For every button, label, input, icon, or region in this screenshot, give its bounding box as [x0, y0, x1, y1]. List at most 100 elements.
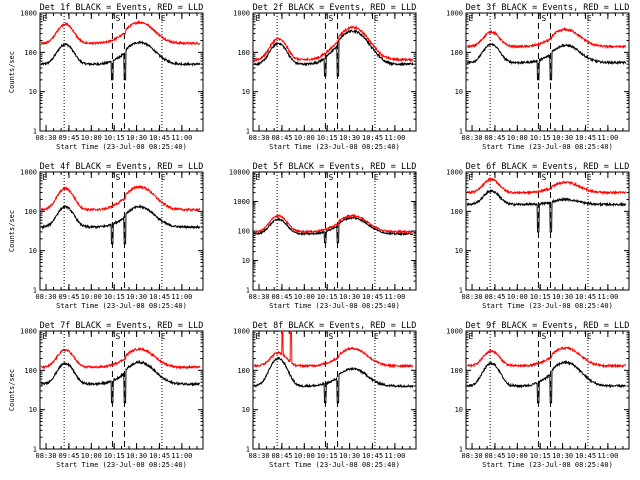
- x-tick-label: 11:00: [597, 452, 618, 460]
- x-tick-label: 10:30: [339, 293, 360, 301]
- events-series-line: [40, 359, 201, 404]
- x-tick-label: 08:30: [461, 134, 482, 142]
- x-tick-label: 11:00: [597, 134, 618, 142]
- orbit-marker-label: S: [541, 173, 546, 182]
- orbit-marker-label: S: [115, 14, 120, 23]
- x-tick-label: 10:45: [149, 134, 170, 142]
- y-tick-label: 1000: [446, 169, 463, 177]
- y-tick-label: 1000: [233, 198, 250, 206]
- chart-title: Det 7f BLACK = Events, RED = LLD: [40, 321, 204, 331]
- x-tick-label: 10:15: [104, 293, 125, 301]
- plot-frame: [39, 330, 204, 450]
- x-tick-label: 10:30: [339, 452, 360, 460]
- y-tick-label: 1000: [20, 10, 37, 18]
- x-tick-label: 10:00: [507, 293, 528, 301]
- y-tick-label: 1000: [446, 10, 463, 18]
- x-tick-label: 10:45: [575, 452, 596, 460]
- y-tick-label: 1: [459, 128, 463, 136]
- plot-frame: [252, 12, 417, 132]
- y-tick-label: 1: [33, 287, 37, 295]
- lld-series-line: [253, 213, 413, 234]
- x-tick-label: 08:30: [248, 452, 269, 460]
- y-tick-label: 10: [455, 247, 463, 255]
- x-tick-label: 08:30: [35, 452, 56, 460]
- lld-series-line: [40, 184, 201, 213]
- events-series-line: [253, 215, 414, 244]
- x-axis-label: Start Time (23-Jul-08 08:25:40): [269, 302, 400, 310]
- events-series-line: [40, 204, 201, 245]
- x-tick-label: 10:15: [530, 134, 551, 142]
- x-tick-label: 10:15: [317, 452, 338, 460]
- events-series-line: [253, 356, 414, 404]
- chart-title: Det 9f BLACK = Events, RED = LLD: [466, 321, 630, 331]
- orbit-marker-label: E: [468, 332, 473, 341]
- x-tick-label: 11:00: [597, 293, 618, 301]
- orbit-marker-label: E: [587, 173, 592, 182]
- x-tick-label: 08:45: [484, 452, 505, 460]
- lld-series-line: [253, 330, 414, 369]
- y-tick-label: 100: [24, 367, 37, 375]
- x-axis-label: Start Time (23-Jul-08 08:25:40): [269, 143, 400, 151]
- orbit-marker-label: E: [42, 173, 47, 182]
- orbit-marker-label: S: [328, 14, 333, 23]
- y-tick-label: 1000: [233, 328, 250, 336]
- chart-panel: Det 7f BLACK = Events, RED = LLD 1 10 100 10…: [8, 321, 204, 469]
- x-tick-label: 10:30: [126, 452, 147, 460]
- x-axis-label: Start Time (23-Jul-08 08:25:40): [269, 461, 400, 469]
- y-tick-label: 10: [29, 406, 37, 414]
- orbit-marker-label: E: [161, 14, 166, 23]
- x-tick-label: 10:00: [507, 452, 528, 460]
- orbit-marker-label: E: [42, 332, 47, 341]
- orbit-marker-label: E: [587, 14, 592, 23]
- x-tick-label: 11:00: [171, 293, 192, 301]
- chart-title: Det 2f BLACK = Events, RED = LLD: [253, 3, 417, 13]
- y-axis-label: Counts/sec: [8, 369, 16, 411]
- orbit-marker-label: S: [115, 173, 120, 182]
- x-tick-label: 10:00: [294, 293, 315, 301]
- plot-frame: [252, 330, 417, 450]
- y-tick-label: 1: [33, 446, 37, 454]
- x-tick-label: 10:30: [126, 134, 147, 142]
- y-tick-label: 1: [459, 287, 463, 295]
- x-axis-label: Start Time (23-Jul-08 08:25:40): [56, 461, 187, 469]
- lld-series-line: [41, 19, 201, 46]
- x-tick-label: 10:00: [294, 452, 315, 460]
- x-tick-label: 10:45: [149, 452, 170, 460]
- orbit-marker-label: E: [255, 332, 260, 341]
- x-tick-label: 10:30: [552, 134, 573, 142]
- x-tick-label: 10:15: [104, 452, 125, 460]
- lld-series-line: [253, 25, 414, 63]
- y-tick-label: 1: [246, 128, 250, 136]
- y-tick-label: 100: [450, 367, 463, 375]
- y-tick-label: 1: [246, 446, 250, 454]
- chart-panel: Det 4f BLACK = Events, RED = LLD 1 10 100 10…: [8, 162, 204, 310]
- chart-panel: Det 6f BLACK = Events, RED = LLD 1 10 100 10…: [446, 162, 630, 310]
- x-tick-label: 10:45: [575, 134, 596, 142]
- orbit-marker-label: S: [328, 332, 333, 341]
- x-tick-label: 10:15: [317, 134, 338, 142]
- x-tick-label: 10:30: [552, 452, 573, 460]
- x-tick-label: 10:45: [362, 134, 383, 142]
- x-tick-label: 10:30: [552, 293, 573, 301]
- y-tick-label: 10: [455, 406, 463, 414]
- orbit-marker-label: S: [328, 173, 333, 182]
- events-series-line: [40, 40, 201, 81]
- y-tick-label: 100: [237, 228, 250, 236]
- orbit-marker-label: E: [374, 332, 379, 341]
- x-tick-label: 08:30: [248, 293, 269, 301]
- orbit-marker-label: S: [115, 332, 120, 341]
- y-tick-label: 1000: [20, 169, 37, 177]
- plot-frame: [39, 12, 204, 132]
- orbit-marker-label: E: [255, 173, 260, 182]
- x-tick-label: 08:45: [484, 293, 505, 301]
- y-tick-label: 100: [24, 208, 37, 216]
- x-tick-label: 10:30: [126, 293, 147, 301]
- chart-title: Det 1f BLACK = Events, RED = LLD: [40, 3, 204, 13]
- chart-title: Det 6f BLACK = Events, RED = LLD: [466, 162, 630, 172]
- x-tick-label: 08:45: [271, 452, 292, 460]
- x-tick-label: 10:00: [294, 134, 315, 142]
- orbit-marker-label: S: [541, 332, 546, 341]
- y-tick-label: 100: [237, 367, 250, 375]
- x-tick-label: 08:30: [35, 293, 56, 301]
- y-tick-label: 1000: [233, 10, 250, 18]
